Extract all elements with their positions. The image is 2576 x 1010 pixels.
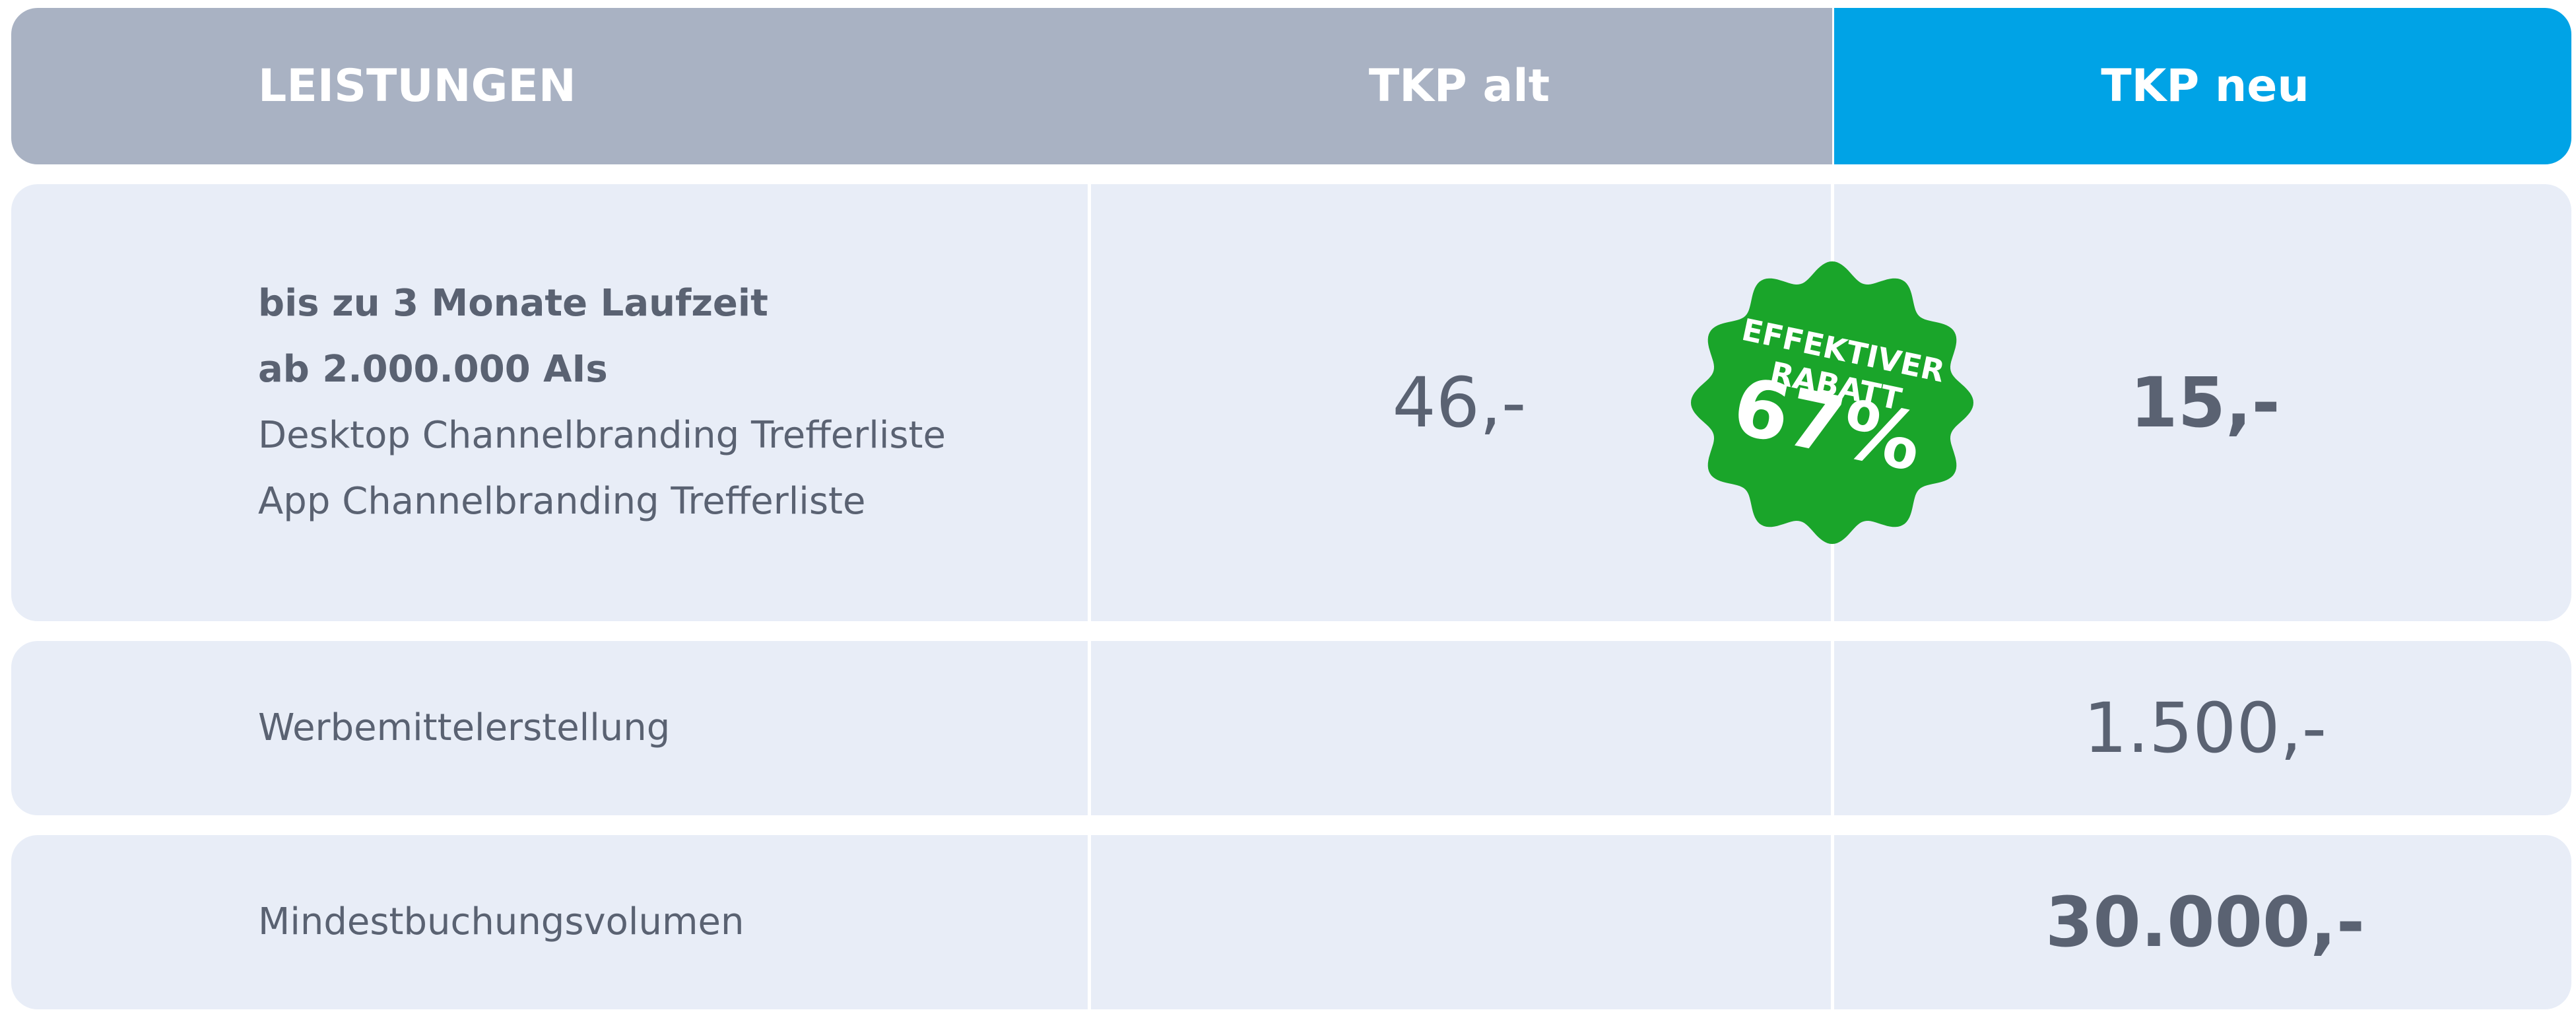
column-divider <box>1831 835 1834 1009</box>
row-label: ab 2.000.000 AIs <box>258 348 608 391</box>
column-divider <box>1831 641 1834 815</box>
row-label: bis zu 3 Monate Laufzeit <box>258 282 768 325</box>
column-divider <box>1088 835 1091 1009</box>
header-bg-right <box>1834 8 2571 164</box>
column-divider <box>1088 641 1091 815</box>
row-label: Werbemittelerstellung <box>258 706 671 749</box>
row-bg <box>11 184 2571 621</box>
price-new: 15,- <box>2130 362 2280 443</box>
row-label: Mindestbuchungsvolumen <box>258 900 744 943</box>
row-bg <box>11 641 2571 815</box>
header-cell: TKP neu <box>2101 60 2309 112</box>
price-old: 46,- <box>1392 362 1527 443</box>
badge-shape <box>1691 261 1973 544</box>
header-cell: TKP alt <box>1368 60 1550 112</box>
column-divider <box>1088 184 1091 621</box>
row-label: Desktop Channelbranding Trefferliste <box>258 414 946 457</box>
header-cell: LEISTUNGEN <box>258 60 576 112</box>
price-new: 30.000,- <box>2045 882 2365 962</box>
price-new: 1.500,- <box>2083 688 2327 768</box>
row-bg <box>11 835 2571 1009</box>
header-bg-left <box>11 8 1832 164</box>
row-label: App Channelbranding Trefferliste <box>258 480 866 523</box>
